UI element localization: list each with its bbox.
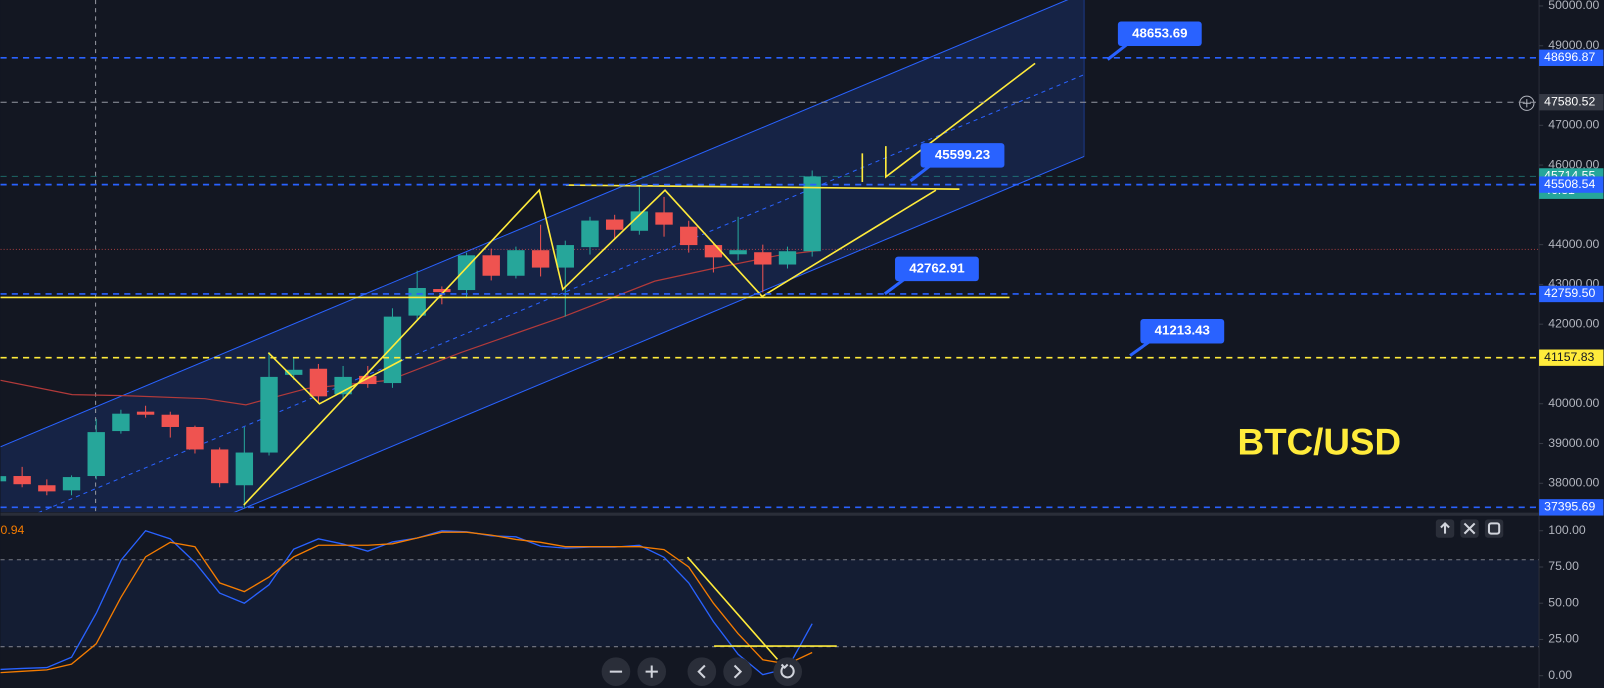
y-tick-label: 38000.00	[1548, 476, 1599, 490]
maximize-button[interactable]	[1484, 519, 1504, 538]
arrow-line	[885, 62, 1036, 179]
price-tag	[1539, 94, 1604, 111]
oscillator-value: 0.94	[1, 523, 25, 537]
candle-body	[334, 376, 352, 395]
pattern-line	[267, 352, 403, 405]
channel-lower	[233, 155, 1085, 513]
candle-body	[136, 411, 155, 415]
price-tag	[1539, 176, 1604, 193]
candle-body	[210, 449, 229, 484]
y-tick-label: 46000.00	[1548, 157, 1599, 171]
candle-body	[778, 251, 797, 265]
candle-body	[408, 287, 426, 316]
candle-body	[285, 369, 303, 375]
candle-body	[0, 476, 7, 482]
candle-body	[62, 477, 81, 491]
price-tag	[1539, 285, 1604, 303]
candle-body	[630, 211, 649, 231]
osc-line	[686, 556, 779, 660]
callout-box	[1140, 318, 1225, 344]
trendlines	[0, 62, 1036, 660]
callout-label: 42762.91	[909, 260, 965, 275]
candle-body	[359, 375, 377, 385]
symbol-label: BTC/USD	[1238, 421, 1402, 462]
price-tag-label: 48696.87	[1544, 50, 1595, 64]
pane-buttons	[1435, 519, 1504, 538]
icon	[1522, 99, 1531, 108]
candle-body	[383, 316, 402, 384]
candle-body	[680, 226, 698, 246]
icon	[1440, 521, 1450, 534]
price-tag-label: 37395.69	[1544, 500, 1595, 514]
candle-body	[87, 432, 105, 477]
y-tick-label: 0.00	[1548, 668, 1572, 682]
y-tick-label: 40000.00	[1548, 396, 1599, 410]
callout-box	[895, 256, 979, 282]
channel-upper	[0, 0, 1069, 448]
marks	[0, 170, 1540, 676]
oscillator-line	[0, 529, 813, 676]
scroll-left-button[interactable]	[687, 657, 717, 686]
candle-body	[581, 220, 599, 248]
callout-box	[920, 143, 1005, 168]
candle-body	[235, 452, 254, 486]
candle-body	[531, 250, 550, 268]
icon	[733, 664, 743, 679]
price-tag	[1539, 349, 1604, 366]
pattern-line	[243, 188, 937, 506]
candle-body	[186, 426, 204, 450]
candle-body	[161, 414, 179, 427]
candle-body	[754, 252, 772, 265]
y-tick-label: 100.00	[1548, 523, 1586, 537]
candle-body	[605, 219, 624, 230]
price-tag	[1539, 499, 1604, 516]
y-tick-label: 50.00	[1548, 595, 1579, 609]
resistance-line	[565, 184, 960, 190]
price-tag-label: 47580.52	[1544, 94, 1595, 108]
callout-box	[1117, 21, 1202, 47]
icon	[1463, 522, 1476, 535]
price-tag-label: 41157.83	[1544, 350, 1594, 364]
y-tick-label: 39000.00	[1548, 436, 1599, 450]
candle-body	[482, 255, 500, 276]
icon	[1487, 522, 1501, 535]
callout-label: 41213.43	[1155, 323, 1210, 338]
candle-body	[556, 245, 574, 268]
y-tick-label: 50000.00	[1548, 0, 1599, 12]
candle-body	[260, 376, 278, 453]
callout-label: 45599.23	[935, 147, 990, 162]
y-tick-label: 49000.00	[1548, 38, 1599, 52]
candle-body	[729, 250, 747, 255]
reset-button[interactable]	[773, 657, 802, 686]
candle-body	[13, 476, 31, 485]
candle-body	[507, 250, 525, 276]
candle-body	[803, 176, 821, 252]
callout-label: 48653.69	[1132, 25, 1187, 40]
scroll-right-button[interactable]	[723, 657, 752, 686]
icon	[645, 665, 658, 678]
price-tag-label: 42759.50	[1544, 286, 1595, 300]
candle-body	[655, 212, 673, 225]
y-tick-label: 44000.00	[1548, 237, 1599, 251]
y-tick-label: 25.00	[1548, 632, 1579, 646]
candle-body	[433, 289, 451, 293]
price-tag	[1539, 49, 1604, 66]
candle-body	[38, 485, 56, 492]
oscillator-line	[0, 531, 813, 674]
y-tick-label: 47000.00	[1548, 118, 1599, 132]
candle-body	[704, 245, 723, 258]
icon	[697, 664, 706, 679]
band-fill	[0, 559, 1540, 647]
candle-body	[112, 413, 130, 432]
icon	[780, 663, 795, 679]
candles	[0, 170, 821, 508]
candle-body	[309, 368, 328, 397]
y-tick-label: 75.00	[1548, 559, 1579, 573]
y-tick-label: 42000.00	[1548, 316, 1599, 330]
price-tag-label: 45508.54	[1544, 177, 1595, 191]
navigation	[601, 657, 802, 686]
